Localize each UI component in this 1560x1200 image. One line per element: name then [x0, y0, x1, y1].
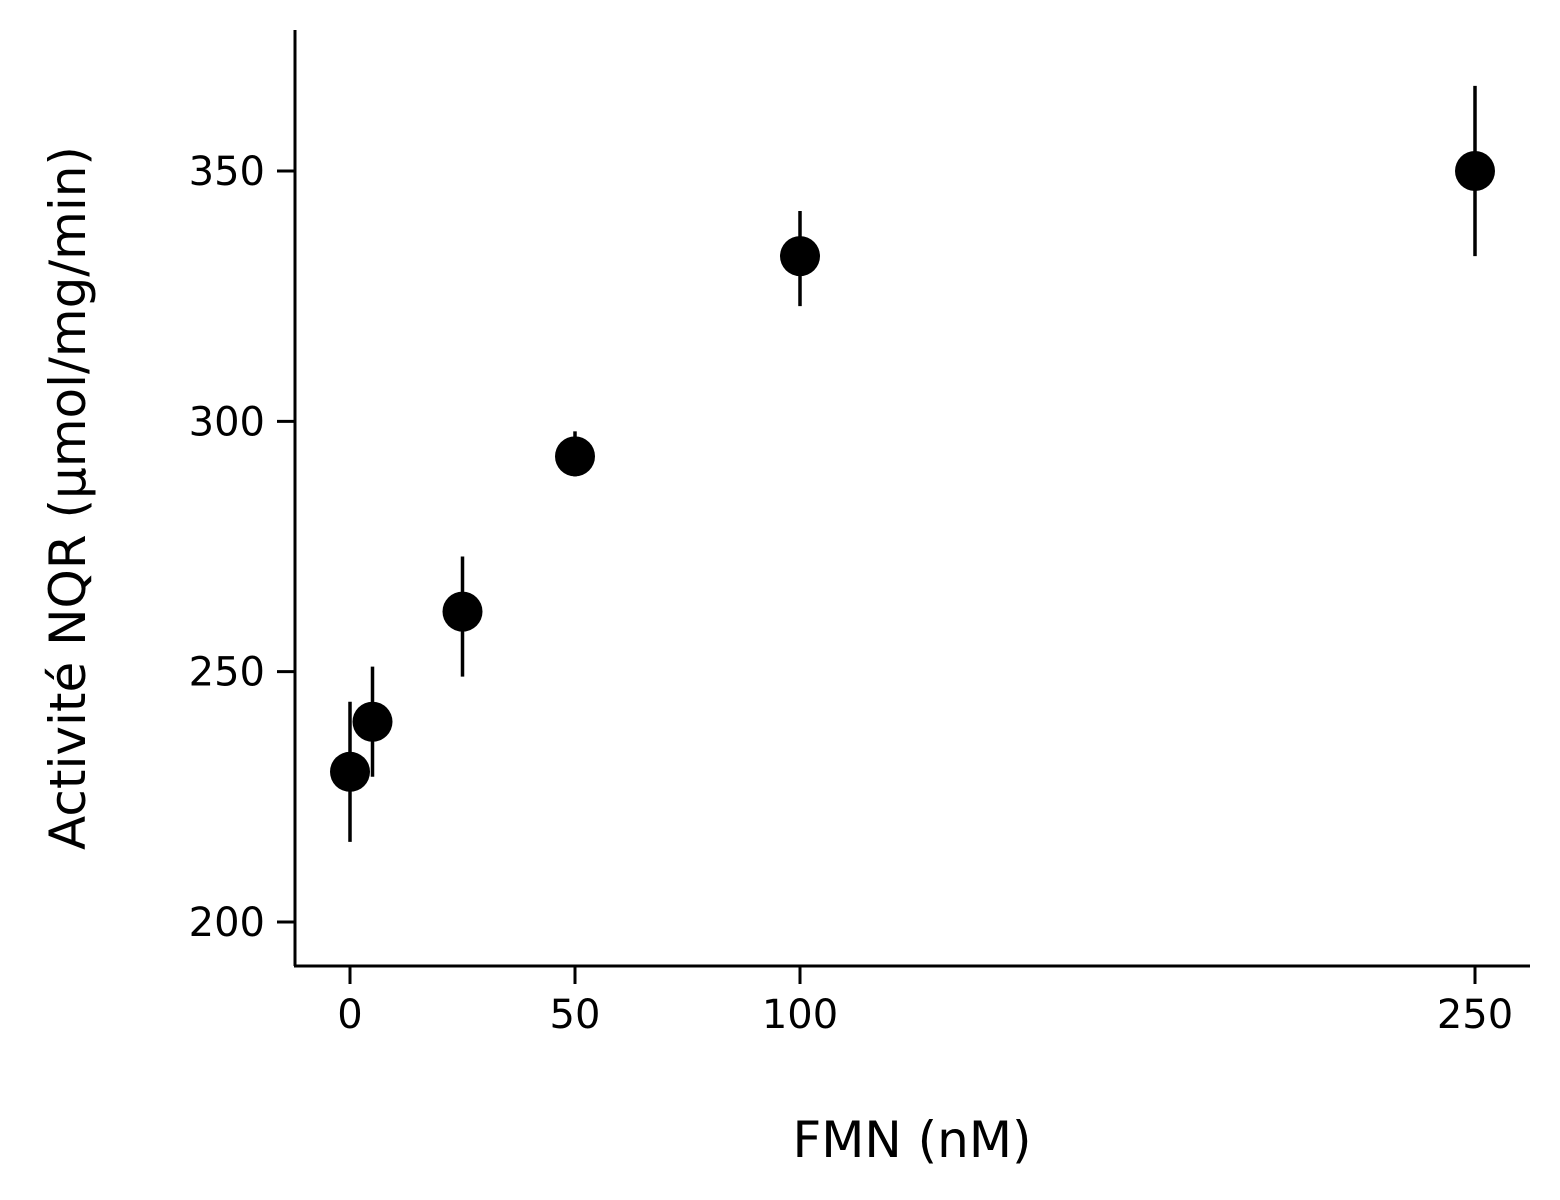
data-point — [780, 236, 820, 277]
y-tick-label: 350 — [189, 149, 265, 195]
y-tick-label: 250 — [189, 650, 265, 696]
data-point — [555, 436, 595, 477]
x-ticks: 0 50 100 250 — [337, 966, 1513, 1038]
y-ticks: 200 250 300 350 — [189, 149, 295, 946]
x-tick-label: 250 — [1437, 992, 1513, 1038]
x-axis-title: FMN (nM) — [792, 1111, 1031, 1169]
data-point — [1455, 151, 1495, 191]
axes — [293, 30, 1530, 968]
error-bars — [348, 85, 1477, 842]
data-point — [330, 751, 370, 792]
x-tick-label: 0 — [337, 992, 362, 1038]
data-point — [352, 701, 393, 742]
y-tick-label: 300 — [189, 399, 265, 445]
x-tick-label: 100 — [762, 992, 838, 1038]
data-points — [330, 151, 1495, 792]
x-tick-label: 50 — [550, 992, 601, 1038]
y-axis-title: Activité NQR (µmol/mg/min) — [39, 146, 97, 850]
y-tick-label: 200 — [189, 900, 265, 946]
data-point — [442, 591, 483, 632]
